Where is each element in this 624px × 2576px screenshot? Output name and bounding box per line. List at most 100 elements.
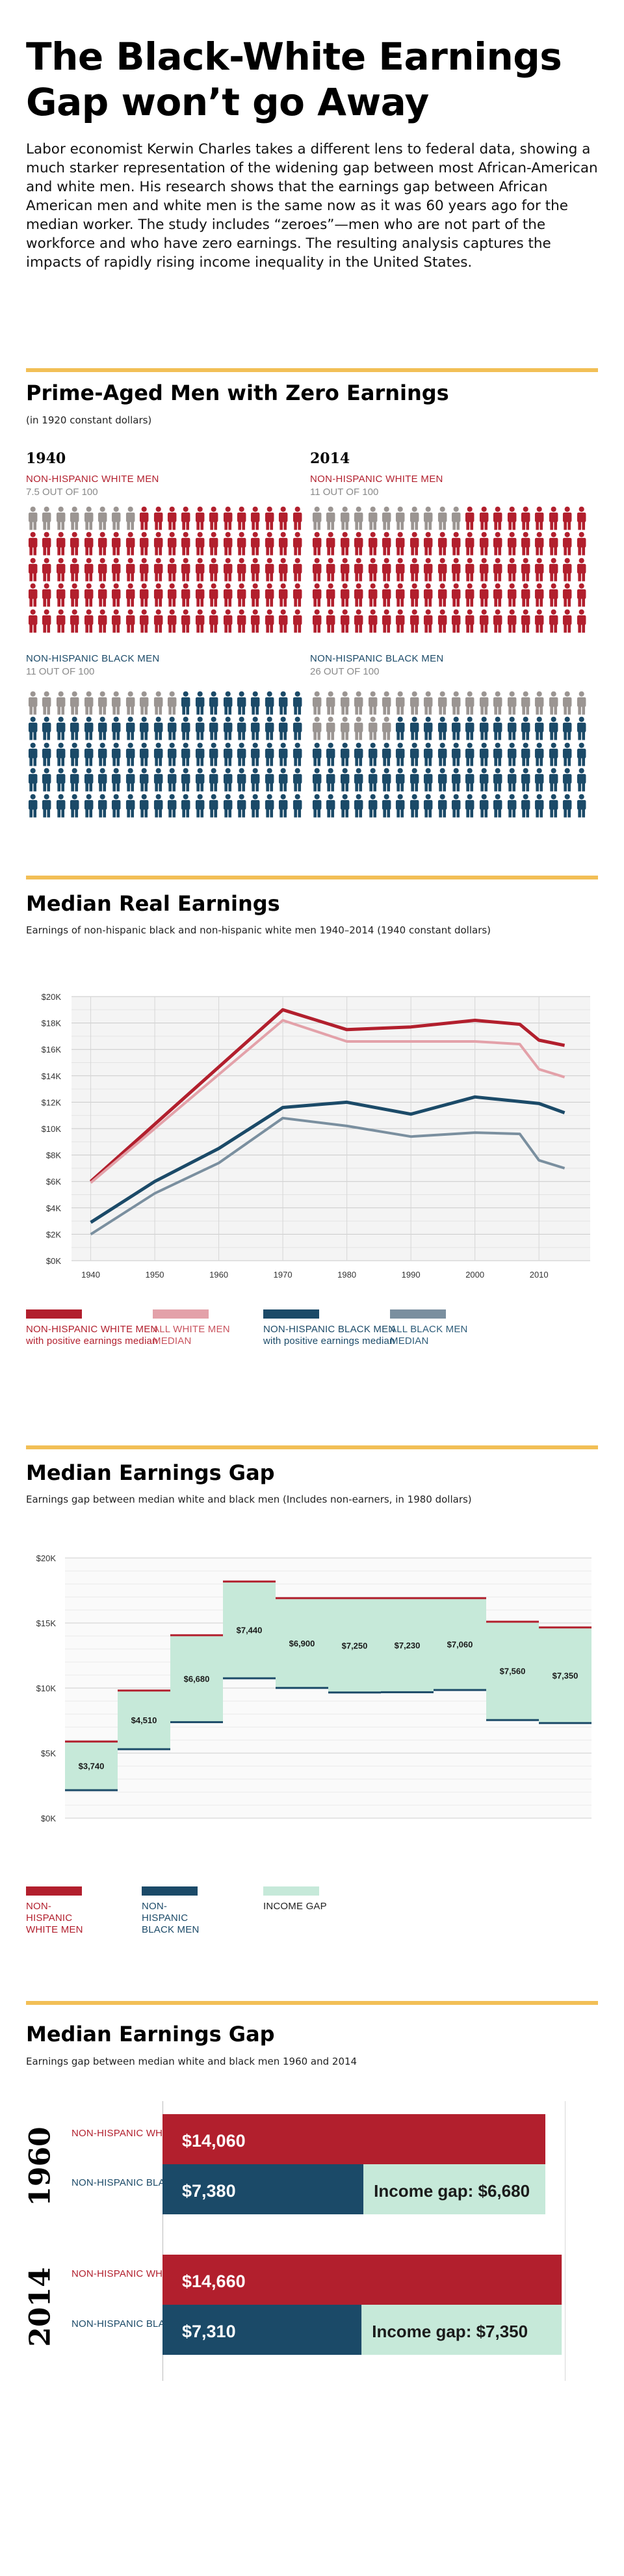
person-icon [491,506,504,531]
person-icon [248,583,262,608]
person-icon [519,691,532,716]
person-icon [505,609,519,634]
legend-gap-white: NON-HISPANIC WHITE MEN [26,1886,98,1936]
person-icon [449,691,463,716]
person-icon [560,742,574,768]
white-median-marker [381,1597,434,1600]
person-icon [324,557,337,583]
person-icon [324,691,337,716]
person-icon [96,691,109,716]
person-icon [477,716,491,742]
person-icon [421,506,435,531]
black-bar [162,2305,362,2355]
gap-bar [65,1741,118,1790]
white-median-marker [276,1597,328,1600]
gap-bar [539,1627,592,1723]
person-icon [532,691,546,716]
person-icon [291,768,304,793]
person-icon [221,531,235,557]
person-icon [179,716,192,742]
person-icon [263,794,276,819]
person-icon [151,531,165,557]
person-icon [491,557,504,583]
person-icon [26,691,40,716]
person-icon [124,557,137,583]
gap-value-label: $4,510 [131,1715,157,1725]
person-icon [276,506,290,531]
person-icon [449,557,463,583]
person-icon [221,583,235,608]
person-icon [26,768,40,793]
person-icon [421,742,435,768]
person-icon [221,794,235,819]
series-line [90,1095,566,1224]
person-icon [436,609,449,634]
person-icon [324,768,337,793]
x-tick-label: 1980 [337,1270,356,1280]
person-icon [324,742,337,768]
bar-value-label: $7,380 [182,2181,236,2201]
legend-label: NON-HISPANIC WHITE MEN [26,1901,83,1935]
person-icon [54,742,68,768]
hbar-year-1960: 1960 [23,2127,57,2207]
legend-white-all: ALL WHITE MEN MEDIAN [153,1309,231,1347]
x-tick-label: 1990 [402,1270,421,1280]
person-icon [248,768,262,793]
person-icon [235,691,248,716]
person-icon [137,794,151,819]
legend-note: with positive earnings median [263,1335,395,1347]
person-icon [109,531,123,557]
person-icon [519,583,532,608]
pictogram-label-white-2014: NON-HISPANIC WHITE MEN [310,474,443,485]
person-icon [338,794,352,819]
person-icon [109,609,123,634]
person-icon [151,768,165,793]
person-icon [137,583,151,608]
person-icon [165,609,179,634]
person-icon [124,583,137,608]
white-median-marker [486,1620,539,1623]
person-icon [519,768,532,793]
person-icon [491,609,504,634]
pictogram-grid-black-1940 [26,691,306,820]
person-icon [380,716,393,742]
person-icon [491,531,504,557]
person-icon [338,609,352,634]
person-icon [40,531,53,557]
pictogram-count-black-1940: 11 OUT OF 100 [26,666,95,677]
person-icon [449,583,463,608]
person-icon [532,531,546,557]
person-icon [124,716,137,742]
person-icon [193,557,207,583]
person-icon [291,583,304,608]
person-icon [449,716,463,742]
pictogram-year-1940: 1940 [26,450,66,467]
person-icon [547,583,560,608]
person-icon [352,716,365,742]
person-icon [505,691,519,716]
person-icon [96,768,109,793]
pictogram-count-white-1940: 7.5 OUT OF 100 [26,487,98,498]
person-icon [477,506,491,531]
person-icon [96,583,109,608]
gap-bar [170,1635,223,1723]
person-icon [505,557,519,583]
y-tick-label: $18K [42,1019,62,1028]
y-tick-label: $4K [46,1203,61,1213]
person-icon [463,794,476,819]
person-icon [193,609,207,634]
person-icon [560,794,574,819]
person-icon [352,794,365,819]
person-icon [193,716,207,742]
person-icon [421,609,435,634]
person-icon [477,742,491,768]
person-icon [547,716,560,742]
person-icon [519,742,532,768]
person-icon [477,583,491,608]
person-icon [179,583,192,608]
person-icon [40,609,53,634]
person-icon [263,691,276,716]
legend-swatch [263,1886,319,1896]
person-icon [276,794,290,819]
person-icon [310,794,324,819]
